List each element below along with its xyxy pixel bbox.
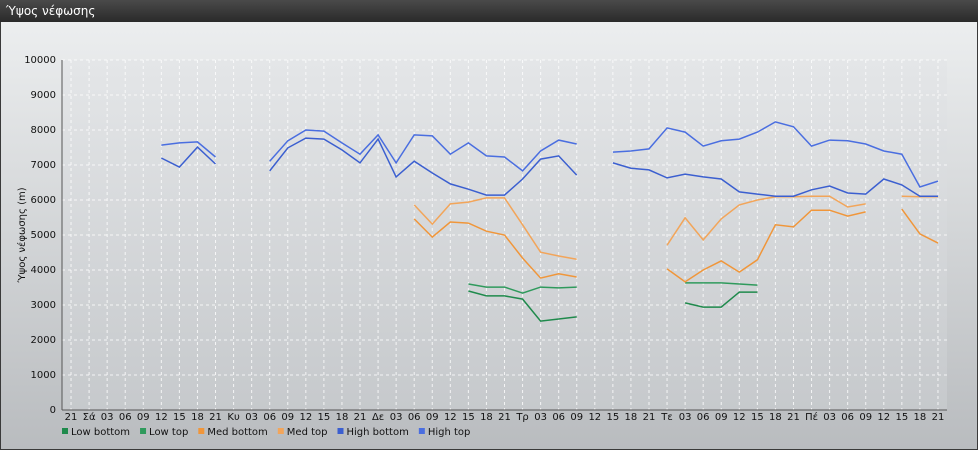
x-tick-label: 18 [914, 412, 927, 423]
x-tick-label: 15 [318, 412, 331, 423]
x-tick-label: 03 [390, 412, 403, 423]
x-tick-label: Σά [83, 411, 96, 423]
y-tick-label: 3000 [31, 300, 56, 311]
legend-swatch [277, 428, 284, 434]
x-tick-label: 06 [408, 412, 421, 423]
x-tick-label: 15 [607, 412, 620, 423]
x-tick-label: 12 [299, 412, 312, 423]
y-tick-label: 4000 [31, 265, 56, 276]
series-line [468, 282, 758, 294]
x-tick-label: 06 [263, 412, 276, 423]
x-tick-label: Δε [372, 412, 384, 423]
x-tick-label: 12 [733, 412, 746, 423]
x-tick-label: 21 [498, 412, 511, 423]
legend-swatch [140, 428, 147, 434]
x-tick-label: 03 [823, 412, 836, 423]
y-tick-label: 9000 [31, 90, 56, 101]
x-tick-label: Τρ [515, 412, 528, 423]
x-tick-label: 03 [679, 412, 692, 423]
x-tick-label: 09 [570, 412, 583, 423]
x-tick-label: 09 [859, 412, 872, 423]
x-tick-label: 18 [336, 412, 349, 423]
x-tick-label: 21 [65, 412, 78, 423]
legend-swatch [62, 428, 68, 434]
legend-label: Low bottom [71, 427, 130, 438]
x-tick-label: 18 [625, 412, 638, 423]
x-tick-label: 18 [480, 412, 493, 423]
legend-label: High bottom [347, 427, 409, 438]
y-tick-label: 6000 [31, 195, 56, 206]
x-tick-label: 15 [751, 412, 764, 423]
x-tick-label: 21 [787, 412, 800, 423]
legend-label: Med bottom [207, 427, 267, 438]
window-title: Ύψος νέφωσης [0, 0, 978, 22]
y-axis-label: Ύψος νέφωσης (m) [16, 187, 28, 283]
legend-label: High top [428, 427, 471, 438]
legend-swatch [337, 428, 344, 434]
x-tick-label: 12 [877, 412, 890, 423]
x-tick-label: 15 [173, 412, 186, 423]
y-tick-label: 1000 [31, 370, 56, 381]
x-tick-label: 09 [426, 412, 439, 423]
x-tick-label: 06 [119, 412, 132, 423]
x-tick-label: 12 [444, 412, 457, 423]
x-tick-label: 12 [155, 412, 168, 423]
x-tick-label: 15 [895, 412, 908, 423]
x-tick-label: 06 [697, 412, 710, 423]
x-tick-label: Πέ [805, 411, 818, 423]
x-tick-label: Κυ [227, 412, 240, 423]
x-tick-label: 12 [588, 412, 601, 423]
x-tick-label: Τε [660, 412, 673, 423]
legend-label: Med top [287, 427, 328, 438]
legend-swatch [198, 428, 205, 434]
x-tick-label: 18 [769, 412, 782, 423]
x-tick-label: 06 [552, 412, 565, 423]
x-tick-label: 09 [715, 412, 728, 423]
x-tick-label: 15 [462, 412, 475, 423]
y-tick-label: 10000 [24, 55, 56, 66]
x-tick-label: 21 [643, 412, 656, 423]
series-line [161, 121, 939, 188]
series-line [468, 290, 758, 322]
x-tick-label: 06 [841, 412, 854, 423]
y-tick-label: 8000 [31, 125, 56, 136]
x-tick-label: 21 [932, 412, 945, 423]
y-tick-label: 2000 [31, 335, 56, 346]
y-tick-label: 7000 [31, 160, 56, 171]
series-line [160, 137, 938, 197]
x-tick-label: 03 [101, 412, 114, 423]
y-tick-label: 0 [50, 405, 56, 416]
x-tick-label: 03 [534, 412, 547, 423]
x-tick-label: 21 [354, 412, 367, 423]
x-tick-label: 09 [137, 412, 150, 423]
legend-label: Low top [149, 427, 188, 438]
x-tick-label: 21 [209, 412, 222, 423]
chart: Ύψος νέφωσης (m) 0 1000 2000 3000 4000 5000 60… [1, 22, 977, 449]
y-tick-label: 5000 [31, 230, 56, 241]
legend-swatch [418, 428, 425, 434]
series-line [413, 208, 939, 283]
x-tick-label: 18 [191, 412, 204, 423]
x-tick-label: 09 [281, 412, 294, 423]
x-tick-label: 03 [245, 412, 258, 423]
